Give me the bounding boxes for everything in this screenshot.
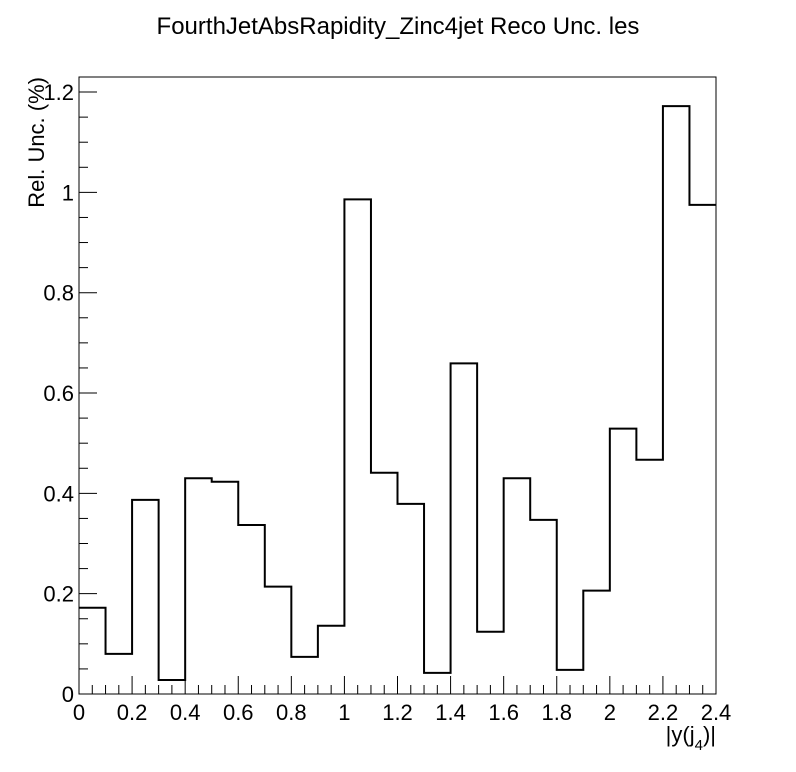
x-tick-label: 2 [604,700,616,725]
x-tick-label: 2.2 [648,700,679,725]
x-axis-label: |y(j4)| [666,722,716,754]
y-tick-label: 1 [62,180,74,205]
x-axis-label-end: )| [703,722,716,747]
x-tick-label: 0.2 [117,700,148,725]
y-tick-label: 0.8 [43,281,74,306]
x-axis-label-subscript: 4 [695,737,703,754]
x-tick-label: 2.4 [701,700,732,725]
x-tick-label: 0 [73,700,85,725]
y-tick-label: 1.2 [43,80,74,105]
histogram-series-line [79,105,716,681]
plot-frame [78,76,717,695]
x-tick-label: 1 [338,700,350,725]
x-axis-ticks [78,676,717,694]
x-axis-label-main: |y(j [666,722,695,747]
y-tick-label: 0.4 [43,481,74,506]
x-tick-label: 1.4 [435,700,466,725]
chart-title: FourthJetAbsRapidity_Zinc4jet Reco Unc. … [157,13,640,40]
y-tick-label: 0.6 [43,381,74,406]
y-axis-tick-labels: 0 0.2 0.4 0.6 0.8 1 1.2 [43,80,74,707]
x-tick-label: 0.8 [276,700,307,725]
x-tick-label: 1.2 [382,700,413,725]
x-tick-label: 1.6 [488,700,519,725]
x-axis-tick-labels: 0 0.2 0.4 0.6 0.8 1 1.2 1.4 1.6 1.8 2 2.2 2.4 [73,700,731,725]
x-tick-label: 0.4 [170,700,201,725]
y-axis-label: Rel. Unc. (%) [24,77,49,208]
x-tick-label: 1.8 [541,700,572,725]
y-tick-label: 0 [62,682,74,707]
histogram-bins [79,106,716,680]
x-tick-label: 0.6 [223,700,254,725]
y-axis-ticks [79,91,97,695]
y-tick-label: 0.2 [43,582,74,607]
